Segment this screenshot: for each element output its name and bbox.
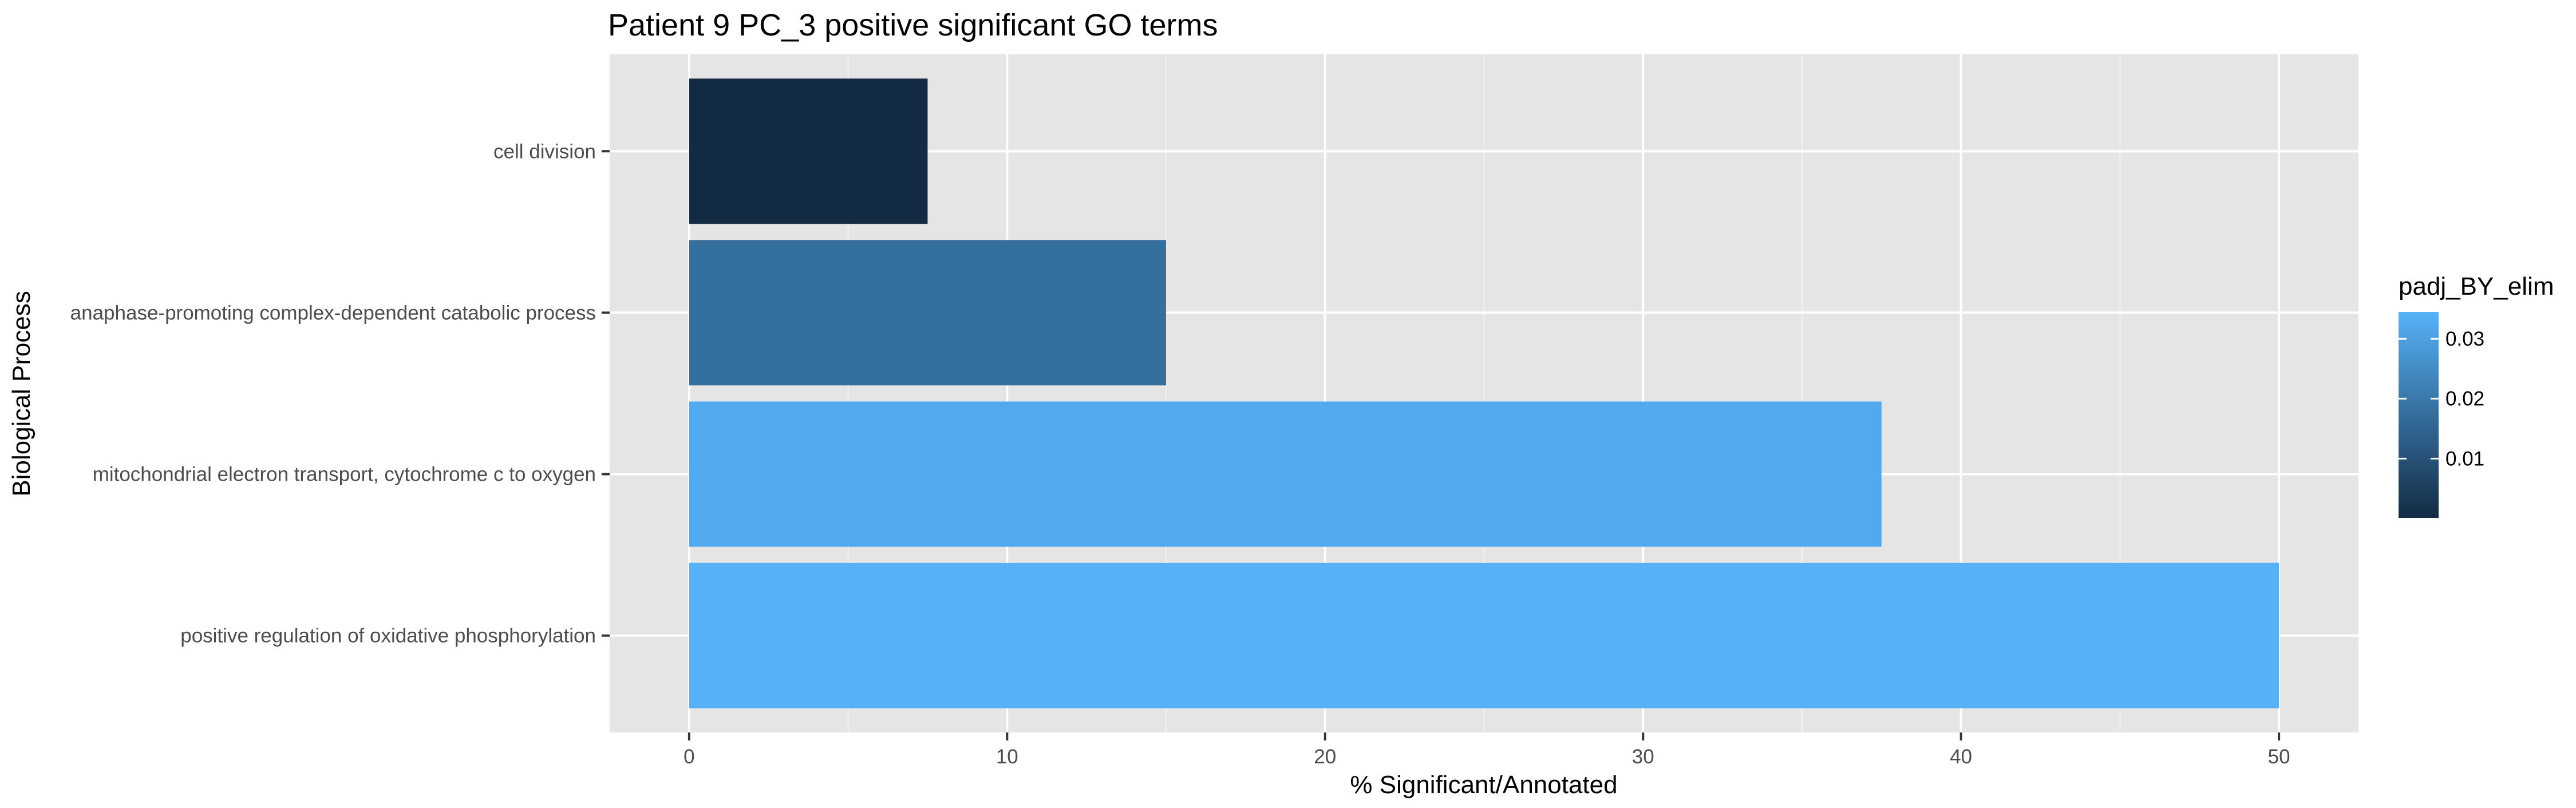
x-axis: 0 10 20 30 40 50	[683, 732, 2290, 768]
bars	[689, 78, 2279, 708]
category-label: mitochondrial electron transport, cytoch…	[93, 464, 596, 486]
x-tick-label: 10	[996, 746, 1018, 768]
legend-colorbar	[2399, 312, 2439, 518]
bar-2	[689, 240, 1167, 386]
category-label: anaphase-promoting complex-dependent cat…	[70, 302, 596, 324]
x-tick-label: 20	[1314, 746, 1336, 768]
chart-title: Patient 9 PC_3 positive significant GO t…	[608, 8, 1218, 42]
y-axis: cell division anaphase-promoting complex-…	[70, 140, 610, 647]
legend-title: padj_BY_elim	[2399, 272, 2554, 300]
bar-3	[689, 401, 1882, 547]
bar-1	[689, 78, 928, 224]
legend-tick-label: 0.01	[2445, 447, 2484, 470]
legend-tick-label: 0.02	[2445, 388, 2484, 410]
legend-tick-label: 0.03	[2445, 328, 2484, 350]
x-tick-label: 0	[683, 746, 694, 768]
bar-4	[689, 563, 2279, 708]
x-axis-title: % Significant/Annotated	[1350, 771, 1617, 799]
x-tick-label: 30	[1632, 746, 1654, 768]
category-label: cell division	[493, 140, 596, 163]
x-tick-label: 40	[1950, 746, 1972, 768]
y-axis-title: Biological Process	[7, 291, 35, 497]
category-label: positive regulation of oxidative phospho…	[180, 625, 596, 647]
x-tick-label: 50	[2268, 746, 2290, 768]
color-legend: padj_BY_elim 0.01 0.02 0.03	[2399, 272, 2554, 518]
legend-ticks: 0.01 0.02 0.03	[2399, 328, 2484, 470]
